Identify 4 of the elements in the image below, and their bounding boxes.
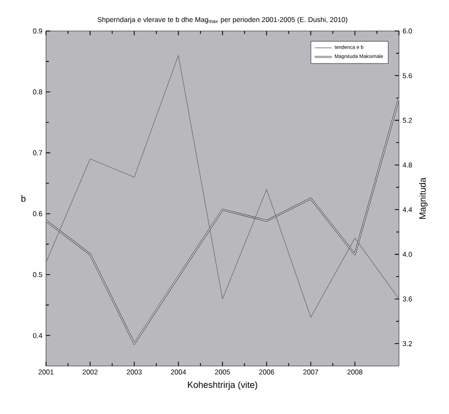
x-axis-title: Koheshtrirja (vite) [188, 381, 258, 390]
y-axis-title: b [21, 195, 26, 202]
y2-axis-title: Magnituda [419, 177, 428, 219]
line-series [46, 55, 399, 318]
